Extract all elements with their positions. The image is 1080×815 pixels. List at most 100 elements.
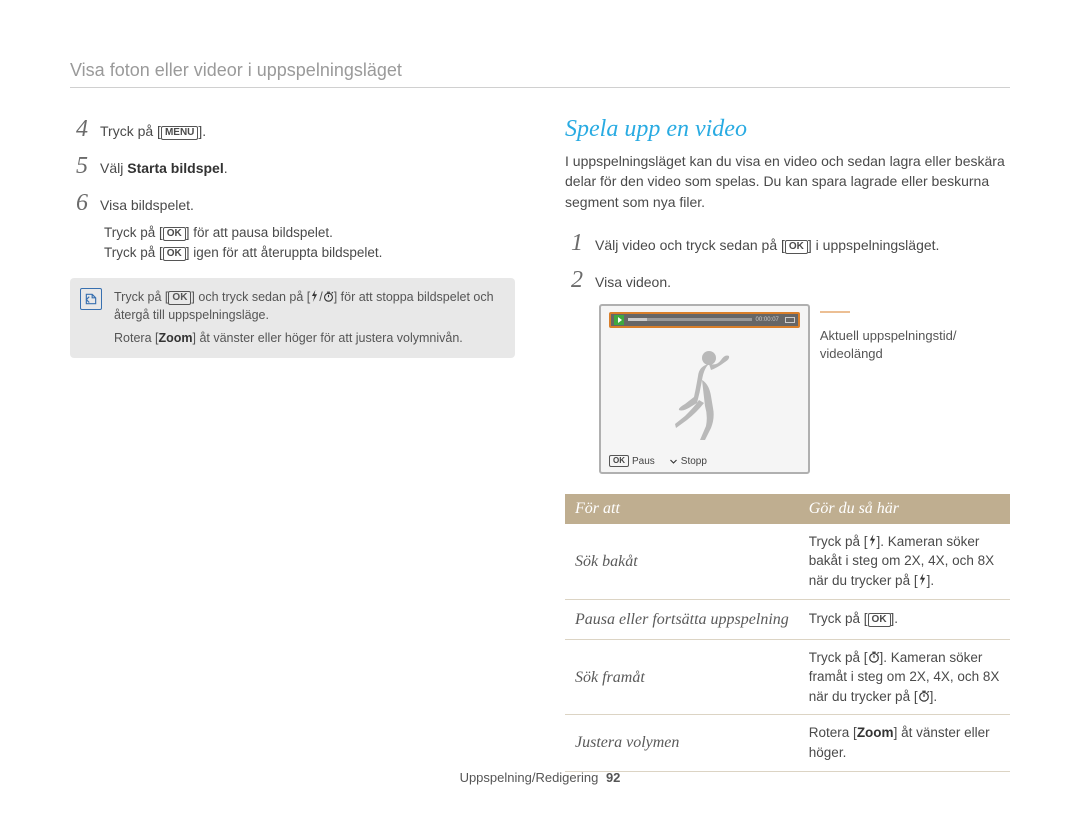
sub-instructions: Tryck på [OK] för att pausa bildspelet. … <box>70 223 515 264</box>
timer-icon <box>323 291 334 302</box>
text: Paus <box>632 456 655 467</box>
text: ]. <box>927 573 935 588</box>
step-number: 6 <box>70 190 88 217</box>
row-label: Sök bakåt <box>565 524 799 599</box>
section-heading: Visa foton eller videor i uppspelningslä… <box>70 60 1010 88</box>
right-heading: Spela upp en video <box>565 116 1010 143</box>
video-preview-area: 00:00:07 OK Paus Stopp <box>599 304 1010 474</box>
dancer-silhouette-icon <box>659 348 749 448</box>
text: ] i uppspelningsläget. <box>808 237 940 253</box>
info-line: Rotera [Zoom] åt vänster eller höger för… <box>114 329 503 348</box>
info-box: Tryck på [OK] och tryck sedan på [/] för… <box>70 278 515 358</box>
step-text: Tryck på [MENU]. <box>100 122 515 142</box>
ok-key: OK <box>168 291 191 305</box>
text: ] och tryck sedan på [ <box>191 290 310 304</box>
ok-key: OK <box>163 247 186 261</box>
text: Tryck på [ <box>114 290 168 304</box>
row-label: Justera volymen <box>565 715 799 771</box>
table-row: Sök framåt Tryck på []. Kameran söker fr… <box>565 639 1010 715</box>
left-column: 4 Tryck på [MENU]. 5 Välj Starta bildspe… <box>70 116 515 772</box>
table-row: Sök bakåt Tryck på []. Kameran söker bak… <box>565 524 1010 599</box>
text: Tryck på [ <box>809 534 868 549</box>
step-number: 1 <box>565 230 583 257</box>
table-row: Pausa eller fortsätta uppspelning Tryck … <box>565 599 1010 639</box>
two-column-layout: 4 Tryck på [MENU]. 5 Välj Starta bildspe… <box>70 116 1010 772</box>
step-number: 5 <box>70 153 88 180</box>
text: Välj <box>100 160 127 176</box>
text: Tryck på [ <box>100 123 161 139</box>
step-1-right: 1 Välj video och tryck sedan på [OK] i u… <box>565 230 1010 257</box>
step-text: Visa bildspelet. <box>100 196 515 216</box>
row-desc: Tryck på []. Kameran söker framåt i steg… <box>799 639 1010 715</box>
step-number: 2 <box>565 267 583 294</box>
text: Tryck på [ <box>809 650 868 665</box>
intro-paragraph: I uppspelningsläget kan du visa en video… <box>565 151 1010 212</box>
time-counter: 00:00:07 <box>756 317 779 323</box>
page-footer: Uppspelning/Redigering 92 <box>0 770 1080 785</box>
sub-line: Tryck på [OK] för att pausa bildspelet. <box>104 223 515 243</box>
footer-text: Uppspelning/Redigering <box>460 770 599 785</box>
camera-screen: 00:00:07 OK Paus Stopp <box>599 304 810 474</box>
ok-key: OK <box>163 227 186 241</box>
step-number: 4 <box>70 116 88 143</box>
row-label: Pausa eller fortsätta uppspelning <box>565 599 799 639</box>
right-column: Spela upp en video I uppspelningsläget k… <box>565 116 1010 772</box>
table-header-right: Gör du så här <box>799 494 1010 524</box>
step-5: 5 Välj Starta bildspel. <box>70 153 515 180</box>
timer-icon <box>918 690 930 702</box>
text: Stopp <box>681 456 707 467</box>
row-desc: Tryck på []. Kameran söker bakåt i steg … <box>799 524 1010 599</box>
text: . <box>224 160 228 176</box>
info-line: Tryck på [OK] och tryck sedan på [/] för… <box>114 288 503 326</box>
step-4: 4 Tryck på [MENU]. <box>70 116 515 143</box>
table-row: Justera volymen Rotera [Zoom] åt vänster… <box>565 715 1010 771</box>
text: Rotera [ <box>114 331 158 345</box>
screen-caption: Aktuell uppspelningstid/ videolängd <box>820 327 1010 363</box>
ok-key: OK <box>868 613 891 627</box>
progress-bar: 00:00:07 <box>609 312 800 328</box>
ok-key: OK <box>785 240 808 254</box>
flash-icon <box>868 534 877 547</box>
text: Rotera [ <box>809 725 857 740</box>
row-desc: Rotera [Zoom] åt vänster eller höger. <box>799 715 1010 771</box>
step-text: Välj Starta bildspel. <box>100 159 515 179</box>
row-desc: Tryck på [OK]. <box>799 599 1010 639</box>
flash-icon <box>918 573 927 586</box>
play-icon <box>614 315 624 325</box>
bold-text: Zoom <box>857 725 894 740</box>
screen-annotation: Aktuell uppspelningstid/ videolängd <box>820 304 1010 363</box>
flash-icon <box>310 290 319 302</box>
bold-text: Starta bildspel <box>127 160 223 176</box>
sub-line: Tryck på [OK] igen för att återuppta bil… <box>104 243 515 263</box>
text: ] igen för att återuppta bildspelet. <box>186 245 383 260</box>
battery-icon <box>785 317 795 323</box>
timer-icon <box>868 651 880 663</box>
step-text: Visa videon. <box>595 273 1010 293</box>
table-header-left: För att <box>565 494 799 524</box>
text: ]. <box>930 689 938 704</box>
text: Tryck på [ <box>104 245 163 260</box>
text: ] för att pausa bildspelet. <box>186 225 333 240</box>
step-6: 6 Visa bildspelet. <box>70 190 515 217</box>
text: ]. <box>891 611 899 626</box>
controls-table: För att Gör du så här Sök bakåt Tryck på… <box>565 494 1010 772</box>
pointer-line-icon <box>820 304 850 320</box>
text: Tryck på [ <box>809 611 868 626</box>
bold-text: Zoom <box>158 331 192 345</box>
text: Tryck på [ <box>104 225 163 240</box>
stop-control: Stopp <box>669 456 707 467</box>
step-2-right: 2 Visa videon. <box>565 267 1010 294</box>
text: Välj video och tryck sedan på [ <box>595 237 785 253</box>
page-number: 92 <box>606 770 620 785</box>
note-icon <box>80 288 102 310</box>
ok-key: OK <box>609 455 629 467</box>
step-text: Välj video och tryck sedan på [OK] i upp… <box>595 236 1010 256</box>
menu-key: MENU <box>161 126 198 140</box>
down-icon <box>669 457 678 466</box>
progress-track <box>628 318 752 321</box>
screen-controls: OK Paus Stopp <box>609 455 800 467</box>
text: ] åt vänster eller höger för att justera… <box>193 331 463 345</box>
pause-control: OK Paus <box>609 455 655 467</box>
text: ]. <box>198 123 206 139</box>
row-label: Sök framåt <box>565 639 799 715</box>
